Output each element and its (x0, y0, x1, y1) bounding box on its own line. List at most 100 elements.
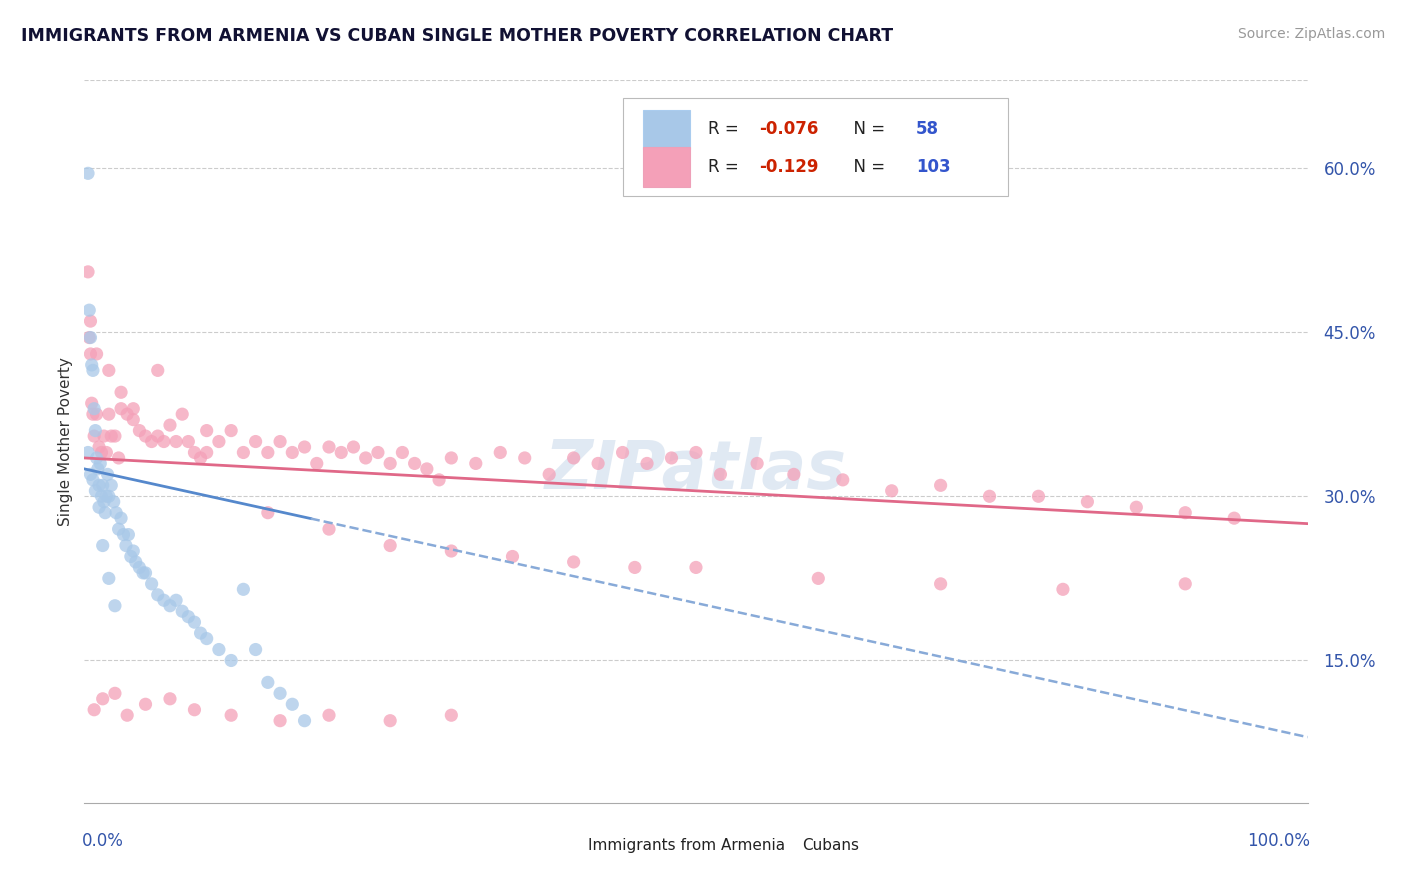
Text: -0.076: -0.076 (759, 120, 818, 138)
Point (661, 450, 683, 465)
Point (183, 445, 205, 459)
Text: ZIPatlas: ZIPatlas (546, 437, 846, 503)
Point (880, 483, 903, 498)
Point (89, 457, 111, 471)
Point (342, 440, 364, 454)
Point (97, 571, 120, 585)
Point (94, 506, 117, 520)
Point (87, 462, 110, 476)
Point (807, 571, 830, 585)
Point (219, 653, 242, 667)
Text: N =: N = (842, 120, 890, 138)
Point (97, 489, 120, 503)
Point (77, 445, 100, 459)
Point (90, 489, 112, 503)
Point (87, 478, 110, 492)
Text: R =: R = (709, 158, 744, 176)
Point (110, 511, 132, 525)
Point (115, 708, 138, 723)
Point (281, 698, 304, 712)
Point (105, 506, 128, 520)
Point (440, 450, 463, 465)
Point (87, 440, 110, 454)
Point (96, 445, 118, 459)
Point (685, 445, 707, 459)
Point (232, 582, 254, 597)
Point (91, 478, 114, 492)
Point (709, 467, 731, 482)
Point (747, 457, 769, 471)
Point (86, 450, 108, 465)
Point (219, 424, 242, 438)
Point (115, 539, 138, 553)
Text: 58: 58 (917, 120, 939, 138)
Point (562, 555, 585, 569)
Point (82, 473, 104, 487)
Point (83, 401, 105, 416)
Point (79, 467, 101, 482)
Point (135, 566, 157, 580)
Point (269, 434, 291, 449)
Text: R =: R = (709, 120, 744, 138)
Point (416, 462, 439, 476)
Point (93, 494, 115, 508)
Point (135, 698, 157, 712)
Point (183, 703, 205, 717)
Text: -0.129: -0.129 (759, 158, 820, 176)
Point (115, 407, 138, 421)
Point (79, 330, 101, 344)
Point (294, 714, 316, 728)
Point (318, 708, 340, 723)
Text: 103: 103 (917, 158, 950, 176)
Point (305, 457, 328, 471)
Point (128, 424, 150, 438)
Point (489, 445, 512, 459)
Point (269, 686, 291, 700)
Point (172, 604, 194, 618)
Point (146, 363, 169, 377)
Point (1174, 506, 1197, 520)
Point (122, 544, 145, 558)
Point (1076, 494, 1098, 508)
Point (219, 708, 242, 723)
Point (79, 347, 101, 361)
Point (104, 686, 127, 700)
Point (104, 599, 127, 613)
Text: Cubans: Cubans (803, 838, 859, 853)
Point (159, 418, 181, 433)
Point (153, 593, 176, 607)
Point (83, 429, 105, 443)
Point (281, 445, 304, 459)
Text: Immigrants from Armenia: Immigrants from Armenia (588, 838, 786, 853)
Point (562, 450, 585, 465)
Point (77, 265, 100, 279)
Point (294, 440, 316, 454)
Text: 0.0%: 0.0% (82, 831, 124, 850)
Point (257, 506, 280, 520)
Point (636, 457, 658, 471)
Point (132, 566, 155, 580)
Point (120, 549, 142, 564)
Point (141, 577, 163, 591)
Point (245, 434, 267, 449)
Point (783, 467, 806, 482)
Point (122, 412, 145, 426)
Point (190, 626, 212, 640)
Point (380, 714, 402, 728)
Point (354, 450, 377, 465)
Point (1174, 577, 1197, 591)
Point (159, 599, 181, 613)
FancyBboxPatch shape (623, 98, 1008, 196)
Point (107, 450, 129, 465)
Point (208, 642, 231, 657)
Point (929, 478, 952, 492)
Point (1028, 489, 1050, 503)
Point (146, 429, 169, 443)
Point (77, 303, 100, 318)
Point (624, 560, 647, 574)
Point (112, 527, 135, 541)
Point (440, 544, 463, 558)
Point (153, 434, 176, 449)
Point (367, 445, 389, 459)
Point (122, 401, 145, 416)
